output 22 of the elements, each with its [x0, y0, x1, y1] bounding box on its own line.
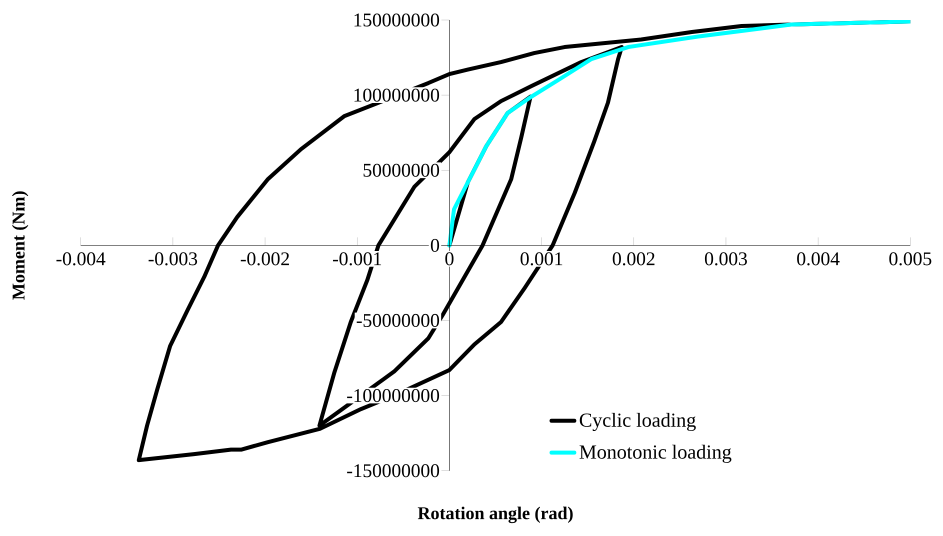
y-tick-label: 50000000 [364, 164, 440, 177]
y-axis-title: Moment (Nm) [12, 191, 28, 300]
x-tick-label: 0.001 [520, 252, 562, 266]
x-tick-label: 0.005 [889, 252, 932, 266]
legend-label: Cyclic loading [580, 412, 696, 432]
x-axis-title: Rotation angle (rad) [418, 506, 573, 524]
y-tick-label: -150000000 [347, 464, 440, 478]
x-tick-label: 0.004 [797, 252, 840, 266]
y-tick-label: -50000000 [356, 314, 440, 327]
y-tick-label: 0 [430, 238, 440, 252]
x-tick-label: -0.003 [148, 252, 198, 266]
x-tick-label: 0 [445, 252, 454, 266]
x-tick-label: 0.003 [704, 252, 747, 266]
x-tick-label: -0.002 [240, 252, 289, 266]
y-tick-label: -100000000 [347, 389, 440, 402]
y-tick-label: 150000000 [354, 13, 440, 27]
line-series [447, 20, 910, 248]
x-tick-label: -0.004 [56, 252, 106, 266]
y-tick-label: 100000000 [354, 88, 440, 102]
legend-label: Monotonic loading [580, 444, 732, 463]
x-tick-label: 0.002 [612, 252, 654, 266]
x-tick-label: -0.001 [332, 252, 382, 266]
